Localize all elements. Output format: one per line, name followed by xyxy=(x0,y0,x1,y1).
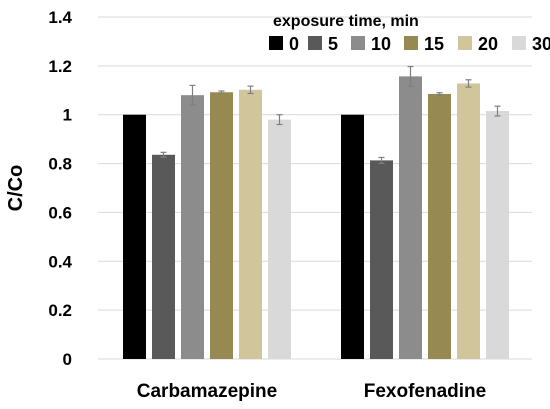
bar-fexofenadine-30min xyxy=(486,111,509,359)
bar-carbamazepine-15min xyxy=(210,92,233,360)
bar-carbamazepine-5min xyxy=(152,154,175,359)
bars-layer xyxy=(123,76,509,360)
legend-label-15: 15 xyxy=(424,34,444,54)
error-bars-layer xyxy=(160,65,501,164)
legend-label-30: 30 xyxy=(532,34,550,54)
bar-carbamazepine-30min xyxy=(268,119,291,359)
bar-carbamazepine-10min xyxy=(181,95,204,360)
legend: exposure time, min 0 5 10 15 20 30 xyxy=(269,13,550,54)
legend-title: exposure time, min xyxy=(273,13,419,30)
x-axis-categories: Carbamazepine Fexofenadine xyxy=(137,381,486,402)
y-tick-label: 1.2 xyxy=(48,57,72,76)
y-tick-label: 0.4 xyxy=(48,252,72,271)
legend-swatch-15 xyxy=(404,36,418,50)
y-tick-label: 1.4 xyxy=(48,8,72,27)
y-axis-ticks: 0 0.2 0.4 0.6 0.8 1 1.2 1.4 xyxy=(48,8,72,369)
bar-fexofenadine-20min xyxy=(457,83,480,360)
legend-label-5: 5 xyxy=(328,34,338,54)
legend-label-0: 0 xyxy=(289,34,299,54)
legend-swatch-20 xyxy=(458,36,472,50)
y-tick-label: 0.8 xyxy=(48,155,72,174)
legend-swatch-30 xyxy=(512,36,526,50)
category-label-carbamazepine: Carbamazepine xyxy=(137,381,277,402)
y-tick-label: 0.2 xyxy=(48,301,72,320)
bar-carbamazepine-0min xyxy=(123,114,146,359)
category-label-fexofenadine: Fexofenadine xyxy=(364,381,486,402)
legend-swatch-0 xyxy=(269,36,283,50)
legend-label-20: 20 xyxy=(478,34,498,54)
bar-fexofenadine-15min xyxy=(428,93,451,359)
bar-fexofenadine-10min xyxy=(399,76,422,360)
y-tick-label: 0 xyxy=(63,350,72,369)
y-tick-label: 0.6 xyxy=(48,203,72,222)
bar-fexofenadine-5min xyxy=(370,160,393,359)
legend-swatch-5 xyxy=(308,36,322,50)
y-axis-label: C/Co xyxy=(5,165,27,212)
y-tick-label: 1 xyxy=(63,106,72,125)
bar-fexofenadine-0min xyxy=(341,114,364,359)
legend-swatch-10 xyxy=(351,36,365,50)
bar-carbamazepine-20min xyxy=(239,89,262,359)
legend-label-10: 10 xyxy=(371,34,391,54)
